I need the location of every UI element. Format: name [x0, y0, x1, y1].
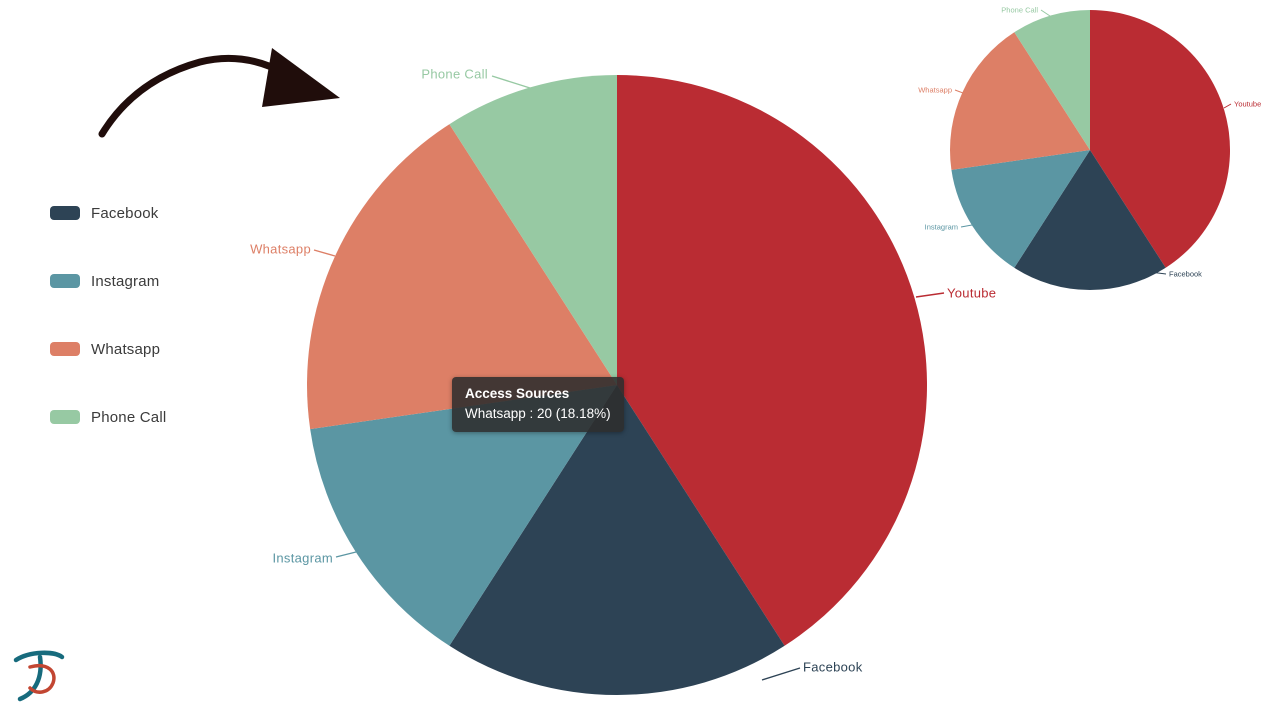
- pie-slice-facebook-small[interactable]: [1014, 150, 1166, 291]
- legend-swatch-phone-call: [50, 410, 80, 424]
- tooltip-title: Access Sources: [465, 386, 570, 401]
- slice-label-facebook: Facebook: [803, 659, 863, 675]
- legend-item-instagram[interactable]: Instagram: [50, 272, 166, 290]
- legend-swatch-instagram: [50, 274, 80, 288]
- pie-slice-phone-call-small[interactable]: [1014, 10, 1090, 150]
- legend-label-phone-call: Phone Call: [91, 408, 167, 426]
- slice-label-small-instagram: Instagram: [924, 222, 958, 232]
- slice-label-small-phone-call: Phone Call: [1001, 5, 1038, 15]
- pie-slice-youtube-small[interactable]: [1090, 10, 1231, 268]
- channel-logo: [13, 650, 65, 702]
- slice-label-instagram: Instagram: [272, 550, 333, 566]
- slice-label-whatsapp: Whatsapp: [250, 241, 311, 257]
- legend-label-facebook: Facebook: [91, 204, 159, 222]
- legend-label-whatsapp: Whatsapp: [91, 340, 161, 358]
- legend-item-whatsapp[interactable]: Whatsapp: [50, 340, 166, 358]
- pie-slice-phone-call[interactable]: [449, 75, 617, 385]
- pie-slice-instagram[interactable]: [310, 385, 617, 646]
- pie-slice-instagram-small[interactable]: [951, 150, 1090, 268]
- pie-slice-whatsapp[interactable]: [307, 124, 617, 430]
- pie-chart-small: [949, 10, 1231, 291]
- legend-item-phone-call[interactable]: Phone Call: [50, 408, 166, 426]
- tooltip-value: Whatsapp : 20 (18.18%): [465, 405, 611, 421]
- slice-label-phone-call: Phone Call: [421, 66, 488, 82]
- legend-swatch-whatsapp: [50, 342, 80, 356]
- legend-item-facebook[interactable]: Facebook: [50, 204, 166, 222]
- legend-label-instagram: Instagram: [91, 272, 160, 290]
- slice-label-small-whatsapp: Whatsapp: [918, 85, 952, 95]
- pie-slice-whatsapp-small[interactable]: [949, 32, 1090, 170]
- pie-chart-main: [307, 75, 928, 696]
- chart-legend: Facebook Instagram Whatsapp Phone Call: [50, 204, 166, 476]
- pie-slice-facebook[interactable]: [449, 385, 785, 696]
- slice-label-youtube: Youtube: [947, 285, 997, 301]
- pie-slice-youtube[interactable]: [617, 75, 928, 646]
- slice-label-small-facebook: Facebook: [1169, 269, 1202, 279]
- chart-tooltip: Access Sources Whatsapp : 20 (18.18%): [452, 377, 624, 433]
- legend-swatch-facebook: [50, 206, 80, 220]
- slice-label-small-youtube: Youtube: [1234, 99, 1262, 109]
